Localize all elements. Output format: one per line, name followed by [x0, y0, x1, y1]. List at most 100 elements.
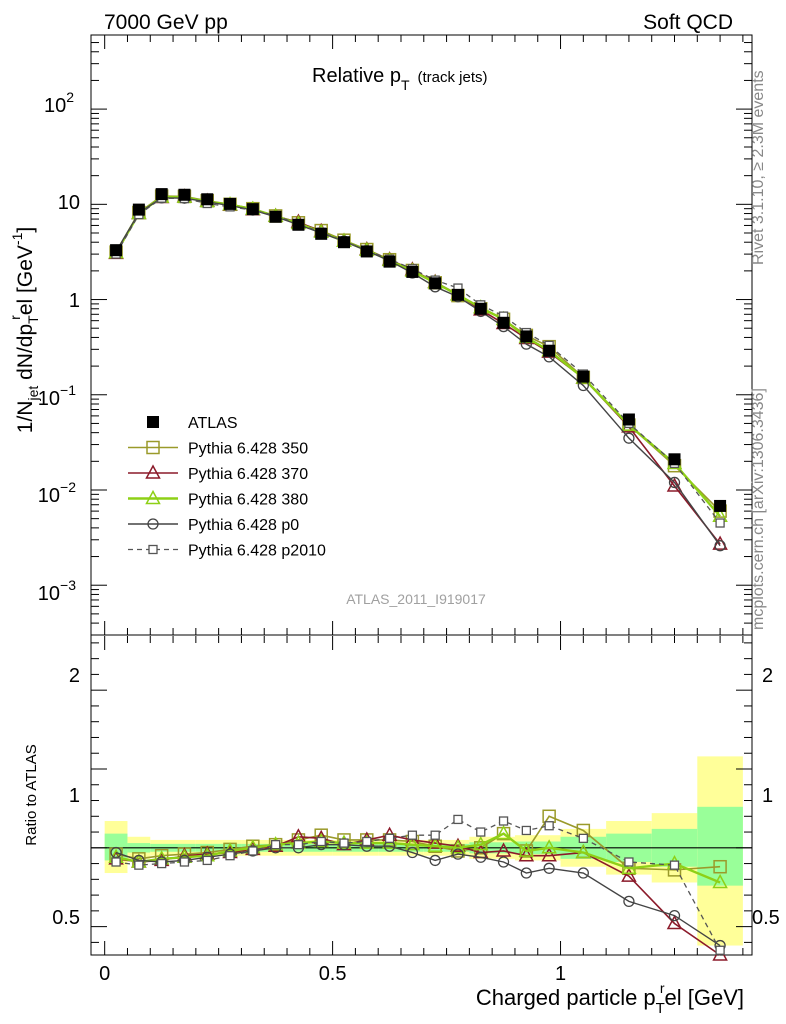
ratio-tick-label-1-right: 1 [762, 785, 773, 807]
series-line-s350 [115, 195, 721, 512]
data-point-atlas [338, 236, 351, 249]
series-point-p2010 [134, 860, 144, 870]
ratio-tick-label-2-left: 2 [69, 665, 80, 687]
data-point-atlas [201, 193, 214, 206]
series-point-p0 [406, 846, 419, 859]
series-point-s380 [495, 825, 512, 840]
series-point-p2010 [362, 836, 372, 847]
x-tick-labels: 0 0.5 1 [99, 963, 566, 985]
legend-label: Pythia 6.428 350 [188, 441, 308, 458]
series-point-p2010 [248, 846, 258, 856]
analysis-watermark: ATLAS_2011_I919017 [346, 591, 486, 607]
ratio-uncertainty-bands [104, 756, 743, 946]
data-point-atlas [668, 453, 681, 466]
data-point-atlas [497, 316, 510, 329]
series-point-p0 [577, 867, 589, 879]
data-point-atlas [383, 255, 396, 268]
series-point-p2010 [407, 830, 418, 840]
source-label: mcplots.cern.ch [arXiv:1306.3436] [750, 388, 767, 630]
series-point-p0 [247, 845, 259, 857]
series-point-p2010 [339, 838, 349, 848]
series-point-p2010 [476, 827, 486, 837]
series-point-p2010 [624, 857, 634, 867]
rivet-version-label: Rivet 3.1.10, ≥ 2.3M events [750, 70, 767, 265]
data-point-atlas [178, 188, 191, 201]
series-point-p2010 [715, 518, 725, 528]
data-point-atlas [714, 499, 727, 512]
series-point-s370 [666, 477, 683, 492]
series-point-p0 [623, 895, 635, 908]
series-point-p0 [429, 854, 441, 867]
data-point-atlas [246, 203, 259, 216]
series-point-s380 [404, 836, 421, 851]
series-point-s370 [427, 834, 443, 849]
series-point-s380 [575, 843, 592, 859]
y-tick-label-1e-1: 10−1 [38, 382, 76, 410]
legend-marker-s370 [145, 464, 161, 479]
series-point-s380 [541, 839, 557, 854]
series-point-s370 [666, 914, 683, 930]
series-point-p2010 [544, 821, 554, 831]
ratio-tick-label-2-right: 2 [762, 665, 773, 687]
series-point-p2010 [179, 857, 190, 867]
y-tick-label-1e-3: 10−3 [38, 577, 76, 605]
y-tick-label-1e2: 102 [44, 89, 74, 117]
series-point-p2010 [715, 945, 725, 955]
x-tick-label-1: 1 [555, 963, 566, 985]
series-point-p2010 [293, 840, 304, 850]
series-point-p2010 [157, 858, 167, 869]
ratio-y-tick-labels: 2 1 0.5 2 1 0.5 [52, 665, 780, 929]
series-line-p2010 [115, 818, 721, 951]
header-right: Soft QCD [643, 11, 733, 34]
ratio-y-axis-label: Ratio to ATLAS [23, 744, 40, 845]
series-point-s370 [712, 535, 728, 550]
series-point-p2010 [430, 830, 440, 840]
series-point-s380 [450, 839, 466, 854]
data-point-atlas [292, 218, 305, 231]
x-tick-label-05: 0.5 [319, 963, 347, 985]
band-green [697, 806, 743, 886]
series-point-p2010 [384, 833, 395, 843]
data-point-atlas [520, 330, 533, 343]
series-point-p2010 [578, 833, 588, 843]
ratio-series [108, 809, 728, 961]
legend-label: Pythia 6.428 p0 [188, 517, 299, 534]
series-line-p2010 [115, 197, 721, 524]
series-point-s380 [621, 859, 637, 875]
series-point-s370 [450, 837, 466, 852]
data-point-atlas [155, 188, 168, 201]
data-point-atlas [132, 203, 145, 216]
plot-title: Relative pT (track jets) [312, 65, 488, 93]
legend-marker-s380 [145, 489, 161, 505]
series-point-p2010 [521, 825, 531, 836]
series-point-p2010 [453, 814, 463, 825]
series-point-p2010 [111, 857, 121, 867]
series-point-p0 [452, 848, 464, 860]
legend-marker-s350 [146, 440, 160, 455]
x-axis-label: Charged particle pTrel [GeV] [476, 980, 744, 1017]
series-point-p2010 [669, 860, 680, 870]
series-point-p2010 [316, 836, 326, 847]
legend: ATLAS Pythia 6.428 350 Pythia 6.428 370 Pyt… [128, 415, 326, 560]
ratio-tick-label-05-left: 0.5 [52, 907, 80, 929]
data-point-atlas [110, 244, 123, 257]
y-tick-label-1: 1 [69, 290, 80, 312]
data-point-atlas [577, 370, 590, 383]
series-point-s380 [427, 837, 443, 852]
legend-marker-atlas [147, 416, 159, 428]
series-point-p0 [497, 856, 510, 868]
series-point-s380 [712, 873, 728, 889]
y-tick-label-1e-2: 10−2 [38, 479, 76, 507]
series-point-s370 [518, 847, 535, 862]
data-point-atlas [224, 197, 237, 210]
series-point-p2010 [202, 855, 212, 866]
series-point-s350 [713, 859, 727, 874]
ratio-panel-frame [90, 634, 753, 956]
series-point-s380 [473, 836, 489, 851]
series-point-p0 [668, 909, 681, 922]
series-point-p0 [714, 540, 726, 552]
main-y-axis-label: 1/Njet dN/dpTrel [GeV-1] [7, 227, 41, 433]
series-point-p2010 [225, 851, 235, 861]
series-point-p2010 [498, 816, 509, 826]
